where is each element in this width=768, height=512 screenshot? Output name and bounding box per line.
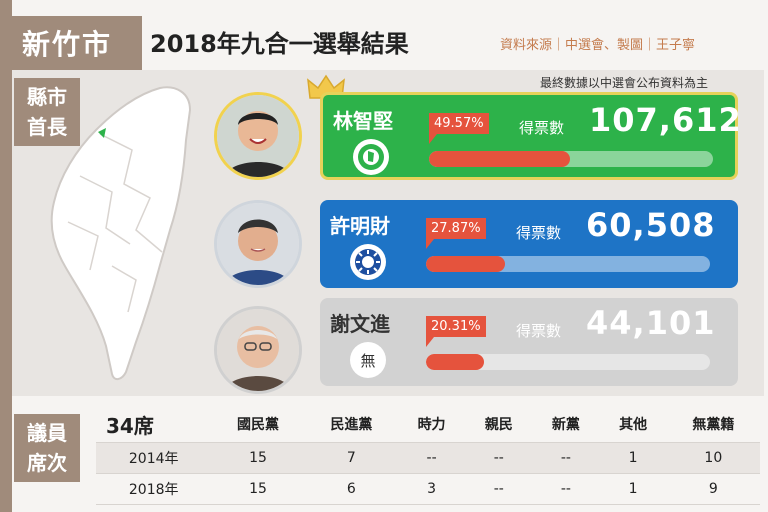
- candidate-2-bar-track: [426, 256, 710, 272]
- candidate-2-bar-fill: [426, 256, 506, 272]
- candidate-2-percent: 27.87%: [426, 218, 486, 249]
- left-accent-stripe: [0, 0, 12, 512]
- table-cell: 7: [304, 442, 398, 474]
- candidate-1-percent: 49.57%: [429, 113, 489, 144]
- row-year: 2014年: [96, 442, 212, 474]
- candidate-1-bar-track: [429, 151, 713, 167]
- table-cell: 15: [211, 442, 305, 474]
- mayor-label-line2: 首長: [27, 115, 67, 139]
- column-header: 國民黨: [211, 406, 305, 443]
- table-row: 2018年 15 6 3 -- -- 1 9: [96, 473, 760, 505]
- table-cell: --: [397, 442, 466, 474]
- candidate-2-card: 許明財 27.87% 得票數 60,508: [320, 200, 738, 288]
- candidate-1-votes-label: 得票數: [519, 119, 565, 137]
- table-cell: 1: [599, 442, 667, 474]
- city-name-tag: 新竹市: [12, 16, 142, 70]
- page-title: 2018年九合一選舉結果: [150, 30, 409, 58]
- table-cell: 6: [304, 473, 398, 505]
- taiwan-map: [50, 86, 192, 380]
- independent-icon-text: 無: [360, 351, 376, 370]
- council-section-label: 議員 席次: [14, 414, 80, 482]
- independent-icon: 無: [350, 342, 386, 378]
- candidate-2-avatar: [214, 200, 302, 288]
- candidate-2-votes: 60,508: [586, 206, 716, 244]
- column-header: 無黨籍: [666, 406, 760, 443]
- candidate-3-bar-fill: [426, 354, 484, 370]
- total-seats: 34席: [96, 406, 212, 443]
- city-name: 新竹市: [22, 28, 113, 61]
- council-label-line1: 議員: [27, 421, 67, 445]
- candidate-1-card: 林智堅 49.57% 得票數 107,612: [320, 92, 741, 180]
- mayor-section-label: 縣市 首長: [14, 78, 80, 146]
- candidate-3-name: 謝文進: [330, 312, 390, 336]
- council-label-line2: 席次: [27, 451, 67, 475]
- candidate-3-votes: 44,101: [586, 304, 716, 342]
- column-header: 其他: [599, 406, 667, 443]
- table-cell: --: [532, 442, 600, 474]
- table-cell: --: [465, 473, 533, 505]
- candidate-1-name: 林智堅: [333, 109, 393, 133]
- column-header: 新黨: [532, 406, 600, 443]
- candidate-3-bar-track: [426, 354, 710, 370]
- table-row: 2014年 15 7 -- -- -- 1 10: [96, 442, 760, 474]
- table-cell: 9: [666, 473, 760, 505]
- column-header: 時力: [397, 406, 466, 443]
- table-cell: --: [465, 442, 533, 474]
- dpp-flag-icon: [353, 139, 389, 175]
- table-cell: 3: [397, 473, 466, 505]
- source-credit: 資料來源｜中選會、製圖｜王子寧: [500, 38, 696, 53]
- hsinchu-city-marker: [98, 128, 106, 138]
- candidate-3-votes-label: 得票數: [516, 322, 562, 340]
- candidate-1-bar-fill: [429, 151, 570, 167]
- kmt-sun-icon: [350, 244, 386, 280]
- candidate-1-avatar: [214, 92, 302, 180]
- table-cell: 1: [599, 473, 667, 505]
- table-header-row: 34席 國民黨 民進黨 時力 親民 新黨 其他 無黨籍: [96, 406, 760, 443]
- council-seats-table: 34席 國民黨 民進黨 時力 親民 新黨 其他 無黨籍 2014年 15 7 -…: [96, 406, 760, 505]
- candidate-2-votes-label: 得票數: [516, 224, 562, 242]
- candidate-3-percent: 20.31%: [426, 316, 486, 347]
- candidate-3-card: 謝文進 無 20.31% 得票數 44,101: [320, 298, 738, 386]
- row-year: 2018年: [96, 473, 212, 505]
- table-cell: --: [532, 473, 600, 505]
- column-header: 親民: [465, 406, 533, 443]
- table-cell: 15: [211, 473, 305, 505]
- table-cell: 10: [666, 442, 760, 474]
- candidate-3-avatar: [214, 306, 302, 394]
- candidate-1-votes: 107,612: [589, 101, 742, 139]
- column-header: 民進黨: [304, 406, 398, 443]
- mayor-label-line1: 縣市: [27, 85, 67, 109]
- candidate-2-name: 許明財: [330, 214, 390, 238]
- data-note: 最終數據以中選會公布資料為主: [540, 76, 709, 90]
